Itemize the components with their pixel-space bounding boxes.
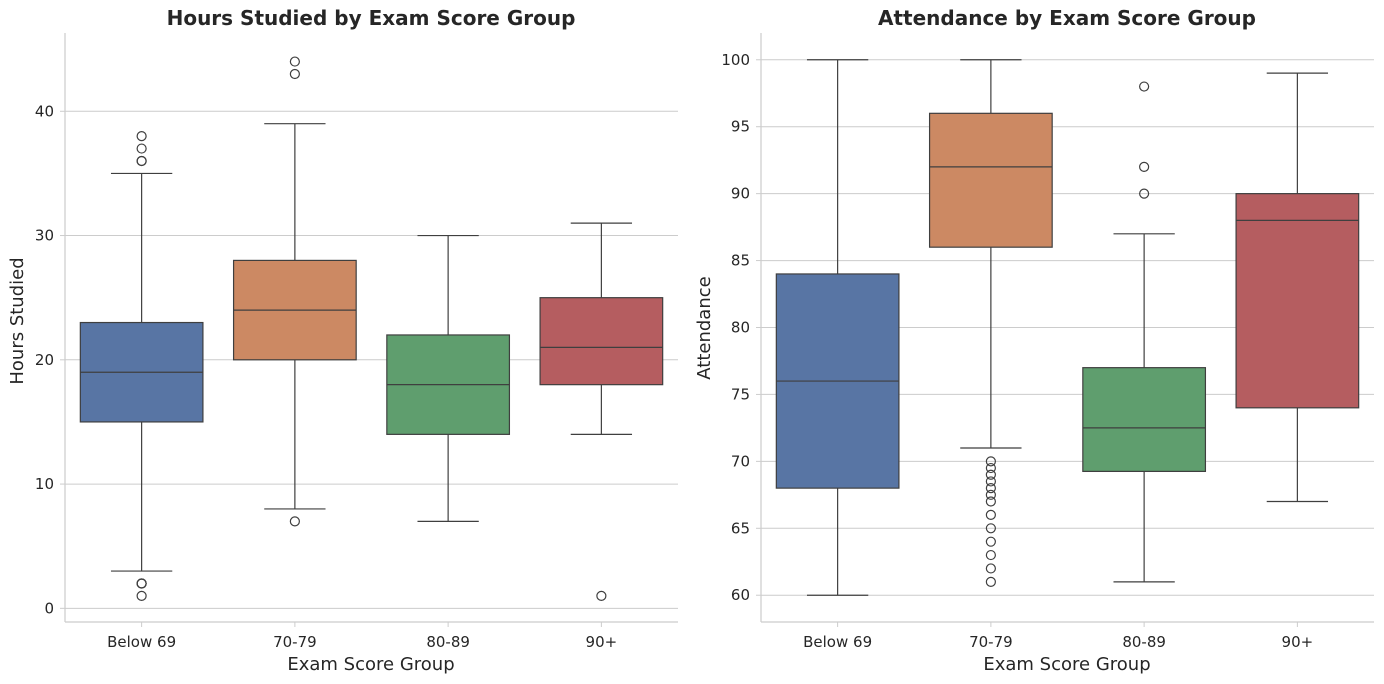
outlier-point — [985, 523, 996, 534]
outlier-point — [136, 131, 147, 142]
box — [928, 112, 1053, 248]
outlier-point — [985, 549, 996, 561]
x-tick-label: Below 69 — [803, 633, 872, 651]
x-tick-label: 90+ — [1282, 633, 1314, 651]
y-tick-label: 75 — [731, 385, 750, 403]
x-axis-label: Exam Score Group — [287, 654, 454, 675]
y-tick-label: 30 — [35, 227, 54, 245]
x-ticks: Below 69 70-79 80-89 90+ — [107, 622, 617, 651]
x-tick-label: 80-89 — [426, 633, 470, 651]
y-axis-label: Hours Studied — [7, 257, 28, 384]
y-tick-label: 0 — [44, 599, 54, 617]
outlier-point — [985, 509, 996, 521]
box-group — [539, 222, 664, 602]
y-tick-label: 85 — [731, 252, 750, 270]
x-tick-label: 70-79 — [969, 633, 1013, 651]
boxes — [775, 59, 1360, 596]
outlier-point — [985, 476, 996, 487]
x-tick-label: 70-79 — [273, 633, 317, 651]
y-tick-label: 95 — [731, 118, 750, 136]
x-axis-label: Exam Score Group — [983, 654, 1150, 675]
outlier-point — [985, 496, 996, 507]
outlier-point — [1139, 161, 1150, 172]
y-tick-label: 40 — [35, 102, 54, 120]
outlier-point — [136, 143, 147, 154]
y-tick-label: 70 — [731, 452, 750, 470]
x-tick-label: 80-89 — [1122, 633, 1166, 651]
outlier-point — [136, 590, 147, 602]
attendance-chart: Attendance by Exam Score Group Exam Scor… — [694, 6, 1374, 675]
y-tick-label: 90 — [731, 185, 750, 203]
outlier-point — [985, 576, 996, 587]
box-group — [386, 234, 511, 522]
y-tick-label: 65 — [731, 519, 750, 537]
box — [1235, 193, 1360, 409]
y-tick-label: 80 — [731, 319, 750, 337]
outlier-point — [985, 563, 996, 574]
y-axis-label: Attendance — [694, 276, 715, 379]
y-tick-label: 10 — [35, 475, 54, 493]
outlier-point — [596, 590, 607, 602]
y-tick-label: 20 — [35, 351, 54, 369]
y-tick-label: 60 — [731, 586, 750, 604]
outlier-point — [985, 483, 996, 494]
box — [539, 297, 664, 386]
hours-studied-chart: Hours Studied by Exam Score Group Exam S… — [7, 6, 678, 675]
outlier-point — [985, 489, 996, 500]
x-tick-label: Below 69 — [107, 633, 176, 651]
y-tick-label: 100 — [721, 51, 750, 69]
box-group — [1082, 81, 1207, 583]
box-group — [1235, 72, 1360, 503]
chart-title: Hours Studied by Exam Score Group — [167, 6, 576, 30]
chart-title: Attendance by Exam Score Group — [878, 6, 1256, 30]
outlier-point — [985, 469, 996, 480]
box-group — [775, 59, 900, 596]
outlier-point — [985, 456, 996, 467]
x-ticks: Below 69 70-79 80-89 90+ — [803, 622, 1313, 651]
boxes — [79, 56, 664, 602]
box-group — [928, 59, 1053, 587]
y-ticks: 0 10 20 30 40 — [35, 102, 65, 617]
outlier-point — [985, 536, 996, 547]
y-ticks: 60 65 70 75 80 85 90 95 100 — [721, 51, 761, 604]
outlier-point — [136, 155, 147, 167]
outlier-point — [1139, 81, 1150, 92]
outlier-point — [289, 516, 300, 527]
x-tick-label: 90+ — [586, 633, 618, 651]
outlier-point — [1139, 188, 1150, 199]
outlier-point — [289, 68, 300, 80]
box-group — [79, 131, 204, 602]
outlier-point — [289, 56, 300, 67]
axis-spines — [760, 33, 1374, 623]
outlier-point — [136, 578, 147, 589]
box — [1082, 367, 1207, 473]
axis-spines — [64, 33, 678, 623]
box-group — [232, 56, 357, 527]
outlier-point — [985, 462, 996, 474]
